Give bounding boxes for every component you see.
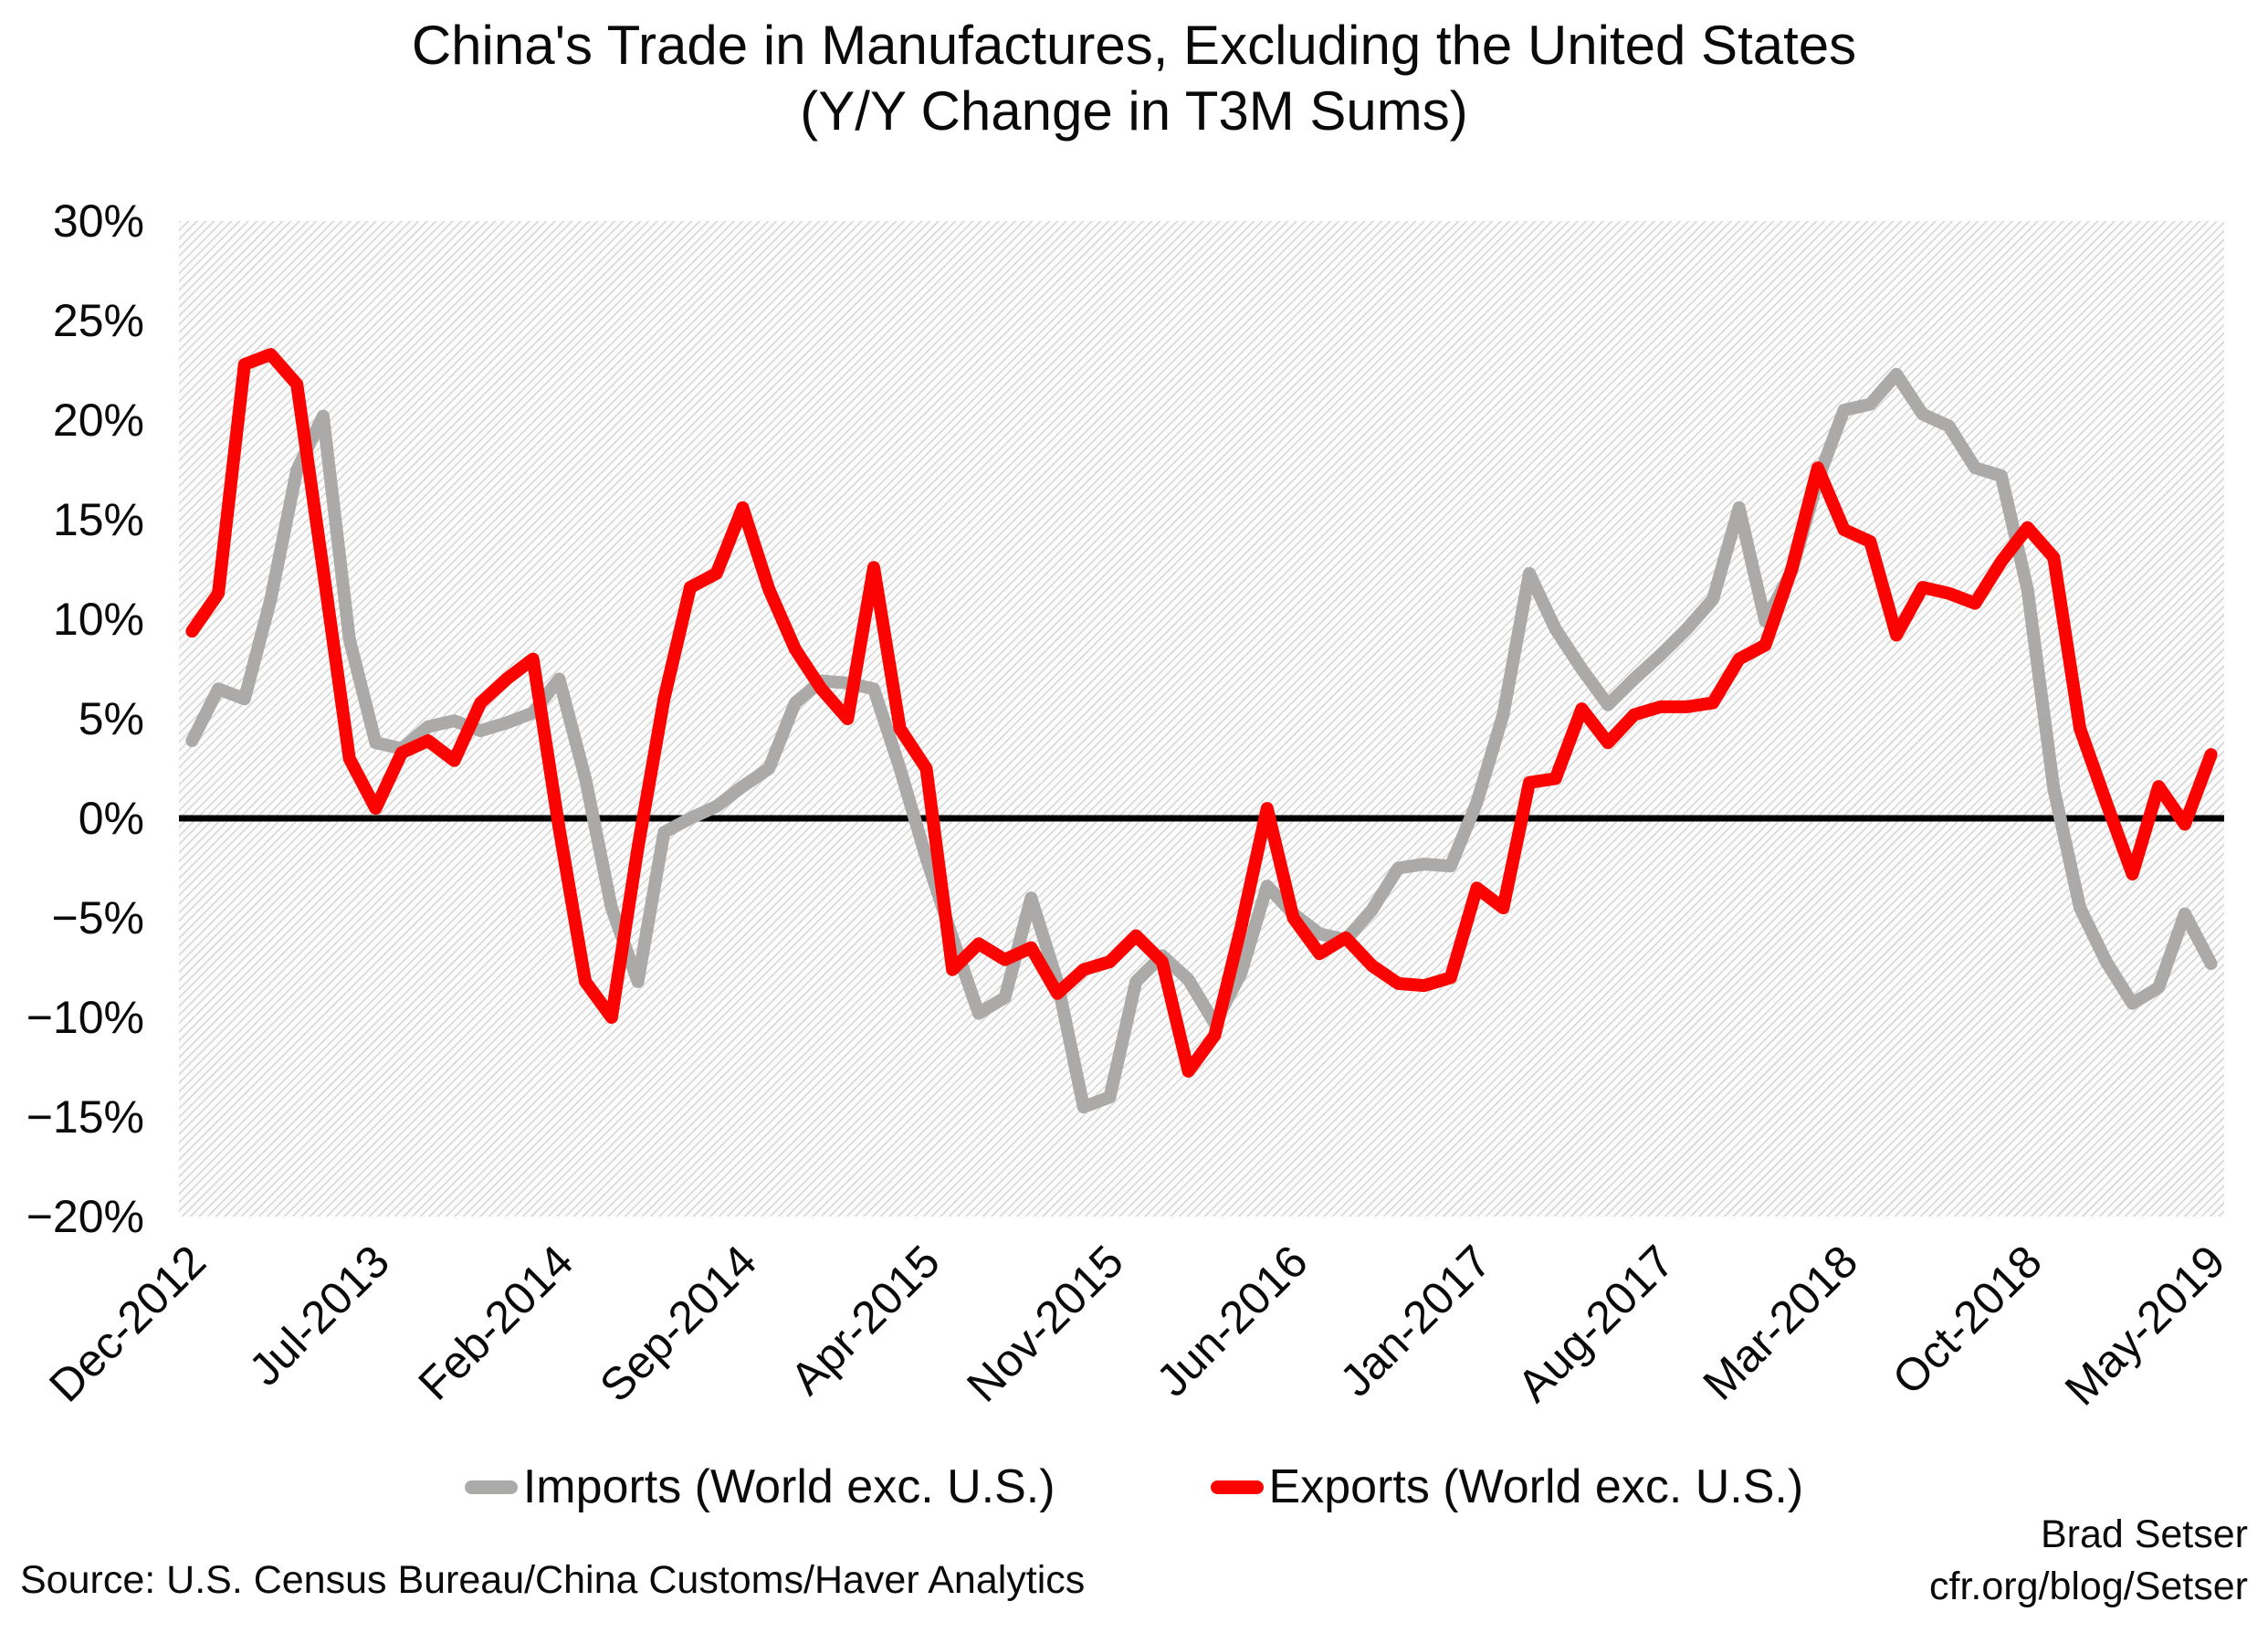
author-name: Brad Setser (2040, 1512, 2248, 1556)
chart-subtitle: (Y/Y Change in T3M Sums) (800, 80, 1468, 142)
y-axis-label: 20% (52, 395, 144, 446)
y-axis-label: −15% (26, 1091, 144, 1143)
legend-item-exports: Exports (World exc. U.S.) (1210, 1459, 1804, 1514)
y-axis-label: 25% (52, 295, 144, 346)
imports-line-swatch (464, 1480, 518, 1494)
chart-title: China's Trade in Manufactures, Excluding… (411, 15, 1857, 76)
y-axis-label: −20% (26, 1191, 144, 1242)
author-url: cfr.org/blog/Setser (1929, 1565, 2248, 1608)
y-axis-label: −10% (26, 992, 144, 1043)
y-axis-label: 15% (52, 494, 144, 545)
y-axis-label: 5% (78, 693, 144, 744)
legend: Imports (World exc. U.S.) Exports (World… (0, 1459, 2268, 1514)
y-axis-label: 0% (78, 793, 144, 844)
exports-line (185, 348, 2218, 1078)
legend-label-exports: Exports (World exc. U.S.) (1268, 1460, 1804, 1513)
author-credit: Brad Setser cfr.org/blog/Setser (1929, 1509, 2248, 1613)
exports-line-swatch (1210, 1480, 1264, 1494)
imports-line (185, 367, 2218, 1114)
title-block: China's Trade in Manufactures, Excluding… (0, 13, 2268, 144)
legend-label-imports: Imports (World exc. U.S.) (522, 1460, 1055, 1513)
source-attribution: Source: U.S. Census Bureau/China Customs… (20, 1558, 1086, 1602)
y-axis-label: 30% (52, 195, 144, 247)
y-axis-label: 10% (52, 594, 144, 645)
y-axis-label: −5% (51, 892, 144, 943)
legend-item-imports: Imports (World exc. U.S.) (464, 1459, 1055, 1514)
